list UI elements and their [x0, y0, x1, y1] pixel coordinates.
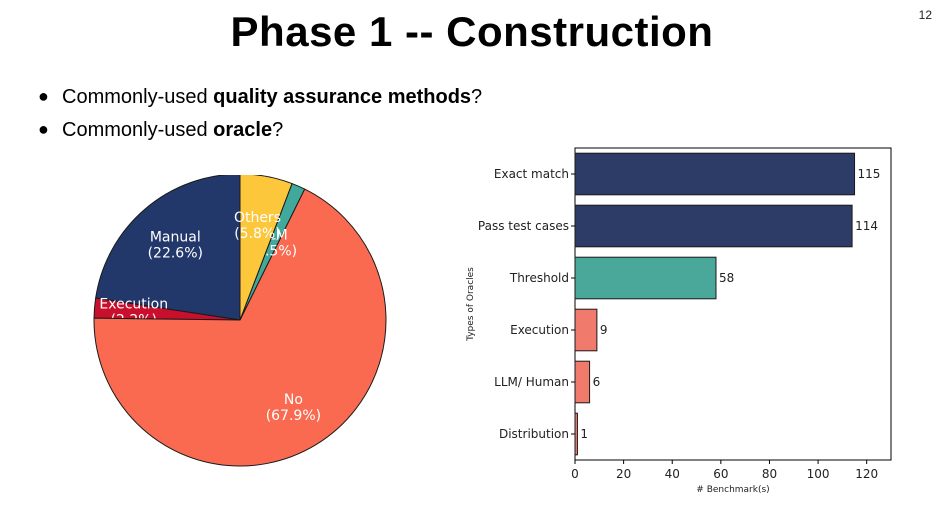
y-tick-label: Execution	[510, 323, 569, 337]
bar-value-label: 6	[593, 375, 601, 389]
bar-value-label: 9	[600, 323, 608, 337]
bar-llm-human	[574, 360, 591, 404]
pie-slice-percent-label: (5.8%)	[234, 226, 281, 242]
x-tick-label: 120	[855, 467, 878, 481]
bar-value-label: 115	[858, 167, 881, 181]
bullet-list: ● Commonly-used quality assurance method…	[38, 86, 482, 152]
bar-pass-test-cases	[574, 204, 853, 248]
pie-slice-label: Manual	[150, 230, 201, 246]
bullet-dot-icon: ●	[38, 86, 49, 106]
y-axis-label: Types of Oracles	[466, 267, 476, 342]
bullet-item: ● Commonly-used quality assurance method…	[38, 86, 482, 109]
x-tick-label: 40	[665, 467, 680, 481]
bar-exact-match	[574, 152, 856, 196]
bullet-text-suffix: ?	[272, 119, 284, 141]
bullet-text-prefix: Commonly-used	[62, 119, 214, 141]
x-axis-label: # Benchmark(s)	[696, 485, 769, 495]
x-tick-label: 60	[713, 467, 728, 481]
bar-execution	[574, 308, 598, 352]
x-tick-label: 0	[571, 467, 579, 481]
y-tick-label: LLM/ Human	[494, 375, 569, 389]
pie-slice-manual	[95, 175, 241, 321]
bullet-dot-icon: ●	[38, 119, 49, 139]
pie-slice-percent-label: (67.9%)	[266, 408, 321, 424]
bullet-item: ● Commonly-used oracle?	[38, 119, 482, 142]
bar-distribution	[574, 412, 578, 456]
pie-slice-others	[239, 175, 293, 321]
slide-number: 12	[918, 8, 932, 22]
bar-chart: Exact match 115 Pass test cases 114 Threshol…	[466, 147, 892, 495]
pie-slice-label: Execution	[99, 296, 168, 312]
x-tick-label: 20	[616, 467, 631, 481]
bullet-text-bold: quality assurance methods	[213, 86, 472, 108]
pie-chart: Manual(22.6%)Execution(2.2%)No(67.9%)LLM…	[93, 175, 387, 467]
bar-value-label: 58	[719, 271, 734, 285]
bar-value-label: 1	[580, 427, 588, 441]
bullet-text-prefix: Commonly-used	[62, 86, 214, 108]
plot-frame	[574, 147, 892, 461]
bar-threshold	[574, 256, 717, 300]
y-tick-label: Pass test cases	[478, 219, 569, 233]
y-tick-label: Exact match	[494, 167, 569, 181]
x-tick-label: 100	[807, 467, 830, 481]
pie-slice-percent-label: (22.6%)	[148, 246, 203, 262]
y-tick-label: Distribution	[499, 427, 569, 441]
pie-slice-label: Others	[234, 210, 281, 226]
y-tick-label: Threshold	[509, 271, 569, 285]
bullet-text-bold: oracle	[213, 119, 273, 141]
slide-title: Phase 1 -- Construction	[230, 8, 714, 55]
pie-slice-label: No	[284, 392, 303, 408]
pie-slice-no	[93, 188, 387, 467]
bullet-text-suffix: ?	[471, 86, 483, 108]
bar-value-label: 114	[855, 219, 878, 233]
x-tick-label: 80	[762, 467, 777, 481]
